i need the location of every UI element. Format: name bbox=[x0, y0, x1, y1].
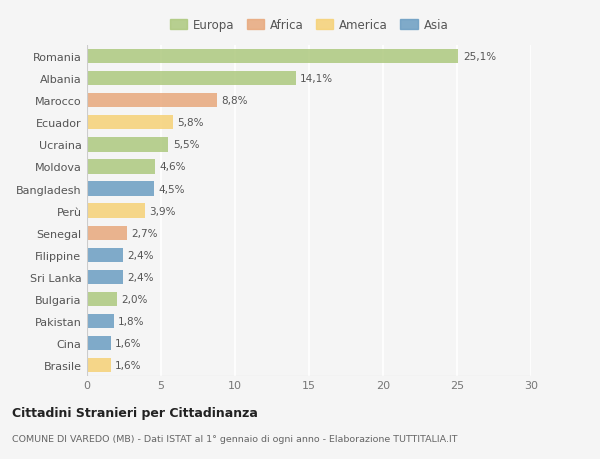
Text: 4,5%: 4,5% bbox=[158, 184, 185, 194]
Text: 1,6%: 1,6% bbox=[115, 338, 142, 348]
Text: 4,6%: 4,6% bbox=[160, 162, 186, 172]
Bar bbox=[87, 160, 155, 174]
Text: 25,1%: 25,1% bbox=[463, 52, 496, 62]
Bar bbox=[87, 50, 458, 64]
Bar bbox=[87, 204, 145, 218]
Text: Cittadini Stranieri per Cittadinanza: Cittadini Stranieri per Cittadinanza bbox=[12, 406, 258, 419]
Text: 2,4%: 2,4% bbox=[127, 272, 154, 282]
Text: COMUNE DI VAREDO (MB) - Dati ISTAT al 1° gennaio di ogni anno - Elaborazione TUT: COMUNE DI VAREDO (MB) - Dati ISTAT al 1°… bbox=[12, 434, 458, 443]
Bar bbox=[87, 358, 110, 373]
Bar bbox=[87, 116, 173, 130]
Bar bbox=[87, 336, 110, 351]
Text: 5,8%: 5,8% bbox=[177, 118, 204, 128]
Text: 2,0%: 2,0% bbox=[121, 294, 148, 304]
Text: 2,4%: 2,4% bbox=[127, 250, 154, 260]
Bar bbox=[87, 182, 154, 196]
Text: 3,9%: 3,9% bbox=[149, 206, 176, 216]
Text: 5,5%: 5,5% bbox=[173, 140, 199, 150]
Text: 2,7%: 2,7% bbox=[131, 228, 158, 238]
Text: 1,6%: 1,6% bbox=[115, 360, 142, 370]
Bar bbox=[87, 292, 116, 307]
Bar bbox=[87, 94, 217, 108]
Text: 1,8%: 1,8% bbox=[118, 316, 145, 326]
Text: 8,8%: 8,8% bbox=[221, 96, 248, 106]
Bar bbox=[87, 248, 122, 263]
Bar bbox=[87, 226, 127, 241]
Text: 14,1%: 14,1% bbox=[300, 74, 333, 84]
Bar bbox=[87, 314, 113, 329]
Bar bbox=[87, 138, 169, 152]
Legend: Europa, Africa, America, Asia: Europa, Africa, America, Asia bbox=[166, 16, 452, 35]
Bar bbox=[87, 72, 296, 86]
Bar bbox=[87, 270, 122, 285]
